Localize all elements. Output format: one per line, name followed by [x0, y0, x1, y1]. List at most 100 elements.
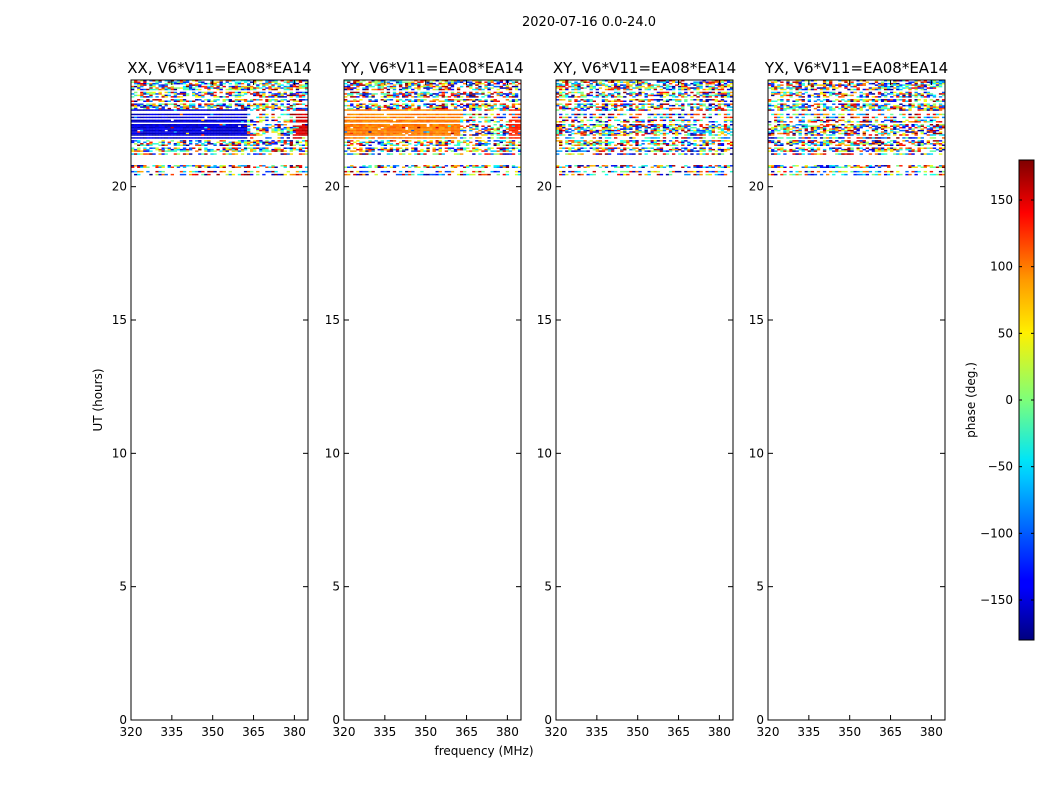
heatmap-cell: [653, 119, 658, 122]
heatmap-cell: [632, 116, 636, 119]
heatmap-cell: [629, 94, 633, 97]
heatmap-cell: [517, 144, 522, 146]
heatmap-cell: [517, 121, 522, 123]
heatmap-cell: [398, 99, 403, 101]
heatmap-cell: [708, 82, 712, 85]
heatmap-cell: [192, 109, 196, 111]
heatmap-cell: [617, 84, 621, 86]
heatmap-cell: [207, 106, 211, 108]
heatmap-cell: [723, 103, 728, 105]
heatmap-cell: [481, 134, 485, 136]
heatmap-cell: [146, 126, 150, 129]
heatmap-cell: [687, 134, 691, 136]
heatmap-cell: [711, 82, 715, 85]
heatmap-cell: [598, 119, 603, 122]
heatmap-cell: [577, 126, 581, 129]
heatmap-cell: [268, 141, 272, 144]
heatmap-cell: [225, 81, 229, 83]
heatmap-cell: [198, 129, 202, 132]
heatmap-cell: [231, 125, 236, 127]
heatmap-cell: [377, 119, 381, 122]
heatmap-cell: [656, 125, 661, 127]
heatmap-cell: [368, 153, 372, 155]
heatmap-cell: [380, 93, 384, 95]
heatmap-cell: [146, 124, 150, 126]
heatmap-cell: [435, 170, 439, 173]
heatmap-cell: [365, 125, 369, 127]
heatmap-cell: [556, 82, 560, 85]
heatmap-cell: [620, 134, 624, 136]
heatmap-cell: [149, 124, 153, 126]
heatmap-cell: [176, 129, 181, 132]
heatmap-cell: [517, 113, 522, 116]
heatmap-cell: [583, 96, 587, 98]
heatmap-cell: [152, 124, 156, 126]
heatmap-cell: [647, 99, 651, 101]
heatmap-cell: [250, 85, 254, 88]
heatmap-cell: [511, 109, 516, 111]
heatmap-cell: [195, 119, 199, 122]
heatmap-cell: [511, 134, 516, 136]
heatmap-cell: [368, 84, 372, 86]
heatmap-cell: [511, 137, 516, 139]
heatmap-cell: [277, 150, 281, 152]
heatmap-cell: [595, 96, 600, 98]
heatmap-cell: [198, 104, 202, 107]
heatmap-cell: [289, 88, 294, 91]
heatmap-cell: [149, 91, 153, 94]
heatmap-cell: [298, 91, 303, 94]
heatmap-cell: [228, 88, 233, 91]
heatmap-cell: [499, 87, 503, 89]
heatmap-cell: [690, 129, 694, 132]
heatmap-cell: [210, 126, 214, 129]
heatmap-cell: [344, 99, 348, 101]
heatmap-cell: [213, 100, 217, 102]
heatmap-cell: [152, 103, 156, 105]
heatmap-cell: [610, 141, 615, 144]
heatmap-cell: [228, 93, 233, 95]
heatmap-cell: [292, 84, 297, 86]
heatmap-cell: [411, 88, 415, 91]
heatmap-cell: [243, 140, 248, 142]
heatmap-cell: [565, 140, 569, 142]
heatmap-cell: [192, 84, 196, 86]
heatmap-cell: [271, 141, 275, 144]
heatmap-cell: [350, 96, 354, 98]
heatmap-cell: [274, 150, 278, 152]
heatmap-cell: [638, 126, 642, 129]
heatmap-cell: [432, 173, 436, 176]
heatmap-cell: [653, 143, 658, 145]
heatmap-cell: [475, 104, 479, 107]
heatmap-cell: [423, 137, 427, 139]
heatmap-cell: [176, 147, 181, 149]
heatmap-cell: [499, 94, 503, 97]
heatmap-cell: [577, 132, 581, 135]
heatmap-cell: [705, 99, 709, 101]
heatmap-cell: [414, 153, 418, 155]
heatmap-cell: [265, 104, 269, 107]
heatmap-cell: [662, 137, 667, 139]
heatmap-cell: [702, 128, 706, 130]
heatmap-cell: [511, 96, 516, 98]
heatmap-cell: [656, 140, 661, 142]
heatmap-cell: [435, 93, 439, 95]
heatmap-cell: [131, 128, 135, 130]
heatmap-cell: [246, 166, 251, 168]
heatmap-cell: [556, 85, 560, 88]
heatmap-cell: [444, 109, 449, 111]
heatmap-cell: [228, 125, 233, 127]
heatmap-cell: [201, 85, 205, 88]
heatmap-cell: [246, 80, 251, 82]
heatmap-cell: [662, 124, 667, 126]
heatmap-cell: [438, 116, 442, 119]
heatmap-cell: [641, 107, 645, 110]
heatmap-cell: [574, 85, 578, 88]
heatmap-cell: [131, 124, 135, 126]
heatmap-cell: [438, 173, 442, 176]
heatmap-cell: [356, 88, 360, 91]
heatmap-cell: [453, 121, 458, 123]
heatmap-cell: [231, 129, 236, 132]
heatmap-cell: [444, 85, 449, 88]
heatmap-cell: [210, 87, 214, 89]
heatmap-cell: [435, 129, 439, 132]
